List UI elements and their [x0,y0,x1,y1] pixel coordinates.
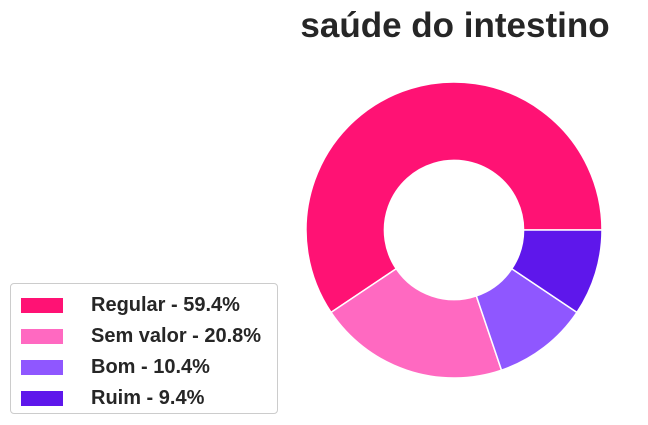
legend-swatch-regular [21,298,63,313]
chart-title: saúde do intestino [300,6,610,45]
legend-label-ruim: Ruim - 9.4% [91,387,205,409]
slice-ruim [511,229,603,314]
slice-regular [305,81,603,314]
legend-item-bom: Bom - 10.4% [11,352,277,383]
legend-swatch-ruim [21,391,63,406]
legend-swatch-bom [21,360,63,375]
slice-sem-valor [330,267,503,379]
legend-item-regular: Regular - 59.4% [11,290,277,321]
legend: Regular - 59.4% Sem valor - 20.8% Bom - … [10,283,278,414]
legend-label-regular: Regular - 59.4% [91,294,240,316]
legend-swatch-sem-valor [21,329,63,344]
legend-item-sem-valor: Sem valor - 20.8% [11,321,277,352]
legend-label-bom: Bom - 10.4% [91,356,210,378]
legend-item-ruim: Ruim - 9.4% [11,383,277,414]
legend-label-sem-valor: Sem valor - 20.8% [91,325,262,347]
